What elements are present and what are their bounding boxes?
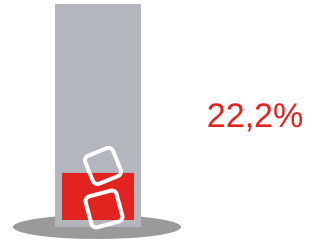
chart: 22,2% [0,0,316,243]
value-label: 22,2% [207,97,303,135]
